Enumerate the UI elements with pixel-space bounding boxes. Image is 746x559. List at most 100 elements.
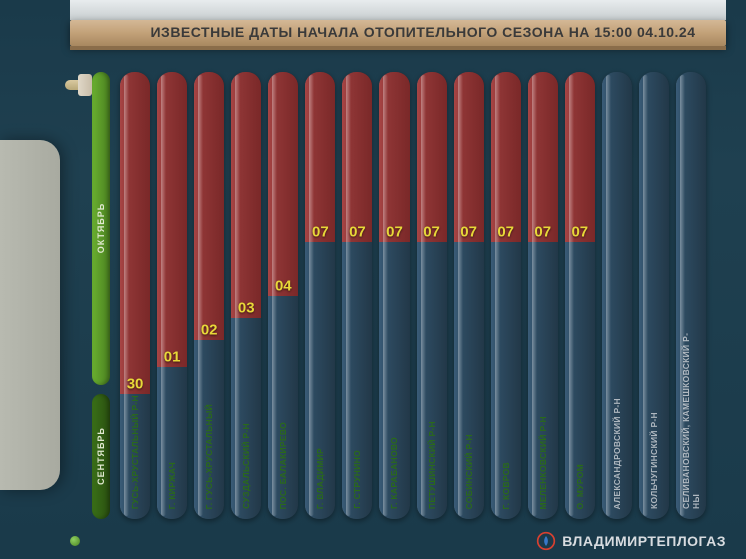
- red-fill: [379, 72, 409, 242]
- chart-column: 03СУЗДАЛЬСКИЙ Р-Н: [231, 72, 261, 519]
- location-label-wrap: Г. КОВРОВ: [491, 329, 521, 509]
- chart-column: СЕЛИВАНОВСКИЙ, КАМЕШКОВСКИЙ Р-НЫ: [676, 72, 706, 519]
- chart-column: 07 О. МУРОМ: [565, 72, 595, 519]
- radiator-tube: СЕЛИВАНОВСКИЙ, КАМЕШКОВСКИЙ Р-НЫ: [676, 72, 706, 519]
- location-label: Г. ВЛАДИМИР: [315, 448, 325, 509]
- brand-text: ВЛАДИМИРТЕПЛОГАЗ: [562, 533, 726, 549]
- month-september-label: СЕНТЯБРЬ: [96, 428, 106, 486]
- radiator-tube: 03СУЗДАЛЬСКИЙ Р-Н: [231, 72, 261, 519]
- chart-column: 07 ПЕТУШИНСКИЙ Р-Н: [417, 72, 447, 519]
- location-label-wrap: МЕЛЕНКОВСКИЙ Р-Н: [528, 329, 558, 509]
- red-fill: [528, 72, 558, 242]
- value-label: 07: [386, 223, 403, 240]
- location-label-wrap: СОБИНСКИЙ Р-Н: [454, 329, 484, 509]
- chart-column: 04 ПОС. БАЛАКИРЕВО: [268, 72, 298, 519]
- red-fill: [305, 72, 335, 242]
- chart-column: 01Г. КИРЖАЧ: [157, 72, 187, 519]
- radiator-tube: 04 ПОС. БАЛАКИРЕВО: [268, 72, 298, 519]
- location-label: Г. ГУСЬ-ХРУСТАЛЬНЫЙ: [204, 404, 214, 509]
- red-fill: [157, 72, 187, 367]
- location-label-wrap: СУЗДАЛЬСКИЙ Р-Н: [231, 329, 261, 509]
- location-label: ГУСЬ-ХРУСТАЛЬНЫЙ Р-Н: [130, 395, 140, 509]
- chart-column: 07 Г. КАРАБАНОВО: [379, 72, 409, 519]
- radiator-tube: КОЛЬЧУГИНСКИЙ Р-Н: [639, 72, 669, 519]
- red-fill: [231, 72, 261, 318]
- value-label: 07: [497, 223, 514, 240]
- value-label: 01: [164, 348, 181, 365]
- red-fill: [194, 72, 224, 340]
- radiator-chart: ОКТЯБРЬ СЕНТЯБРЬ 30 ГУСЬ-ХРУСТАЛЬНЫЙ Р-Н 0…: [90, 72, 716, 519]
- location-label-wrap: ПОС. БАЛАКИРЕВО: [268, 329, 298, 509]
- radiator-tube: 07 СОБИНСКИЙ Р-Н: [454, 72, 484, 519]
- radiator-tube: 01Г. КИРЖАЧ: [157, 72, 187, 519]
- location-label-wrap: Г. КАРАБАНОВО: [379, 329, 409, 509]
- radiator-tube: АЛЕКСАНДРОВСКИЙ Р-Н: [602, 72, 632, 519]
- location-label-wrap: Г. ГУСЬ-ХРУСТАЛЬНЫЙ: [194, 329, 224, 509]
- location-label: Г. КАРАБАНОВО: [389, 437, 399, 509]
- location-label: ПОС. БАЛАКИРЕВО: [278, 422, 288, 509]
- month-october-label: ОКТЯБРЬ: [96, 203, 106, 254]
- location-label: СЕЛИВАНОВСКИЙ, КАМЕШКОВСКИЙ Р-НЫ: [681, 329, 701, 509]
- location-label: МЕЛЕНКОВСКИЙ Р-Н: [538, 416, 548, 509]
- chart-columns: 30 ГУСЬ-ХРУСТАЛЬНЫЙ Р-Н 01Г. КИРЖАЧ 02 Г. ГУ…: [120, 72, 706, 519]
- value-label: 07: [312, 223, 329, 240]
- value-label: 07: [349, 223, 366, 240]
- footer-bar: ВЛАДИМИРТЕПЛОГАЗ: [70, 531, 726, 551]
- flame-icon: [536, 531, 556, 551]
- red-fill: [454, 72, 484, 242]
- red-fill: [268, 72, 298, 296]
- radiator-tube: 07 Г. ВЛАДИМИР: [305, 72, 335, 519]
- value-label: 07: [571, 223, 588, 240]
- dot-icon: [70, 536, 80, 546]
- month-october: ОКТЯБРЬ: [92, 72, 110, 385]
- location-label: ПЕТУШИНСКИЙ Р-Н: [427, 421, 437, 509]
- chart-column: АЛЕКСАНДРОВСКИЙ Р-Н: [602, 72, 632, 519]
- radiator-tube: 07 Г. КОВРОВ: [491, 72, 521, 519]
- radiator-tube: 30 ГУСЬ-ХРУСТАЛЬНЫЙ Р-Н: [120, 72, 150, 519]
- value-label: 07: [534, 223, 551, 240]
- location-label-wrap: АЛЕКСАНДРОВСКИЙ Р-Н: [602, 329, 632, 509]
- location-label: СУЗДАЛЬСКИЙ Р-Н: [241, 423, 251, 509]
- chart-column: 07 СОБИНСКИЙ Р-Н: [454, 72, 484, 519]
- chart-column: 07 Г. ВЛАДИМИР: [305, 72, 335, 519]
- value-label: 02: [201, 321, 218, 338]
- location-label-wrap: КОЛЬЧУГИНСКИЙ Р-Н: [639, 329, 669, 509]
- radiator-tube: 07 Г. КАРАБАНОВО: [379, 72, 409, 519]
- value-label: 30: [127, 375, 144, 392]
- chart-column: 30 ГУСЬ-ХРУСТАЛЬНЫЙ Р-Н: [120, 72, 150, 519]
- chart-column: КОЛЬЧУГИНСКИЙ Р-Н: [639, 72, 669, 519]
- location-label: СОБИНСКИЙ Р-Н: [464, 434, 474, 509]
- chart-column: 02 Г. ГУСЬ-ХРУСТАЛЬНЫЙ: [194, 72, 224, 519]
- month-axis: ОКТЯБРЬ СЕНТЯБРЬ: [92, 72, 116, 519]
- chart-column: 07 Г. КОВРОВ: [491, 72, 521, 519]
- valve-icon: [78, 74, 92, 96]
- location-label-wrap: ПЕТУШИНСКИЙ Р-Н: [417, 329, 447, 509]
- sofa-edge: [0, 140, 60, 490]
- chart-column: 07 Г. СТРУНИНО: [342, 72, 372, 519]
- window-edge: [70, 0, 726, 20]
- value-label: 07: [460, 223, 477, 240]
- location-label: Г. СТРУНИНО: [352, 450, 362, 509]
- radiator-tube: 07 Г. СТРУНИНО: [342, 72, 372, 519]
- location-label-wrap: О. МУРОМ: [565, 329, 595, 509]
- red-fill: [342, 72, 372, 242]
- location-label-wrap: Г. СТРУНИНО: [342, 329, 372, 509]
- value-label: 04: [275, 277, 292, 294]
- radiator-tube: 02 Г. ГУСЬ-ХРУСТАЛЬНЫЙ: [194, 72, 224, 519]
- red-fill: [417, 72, 447, 242]
- location-label: АЛЕКСАНДРОВСКИЙ Р-Н: [612, 398, 622, 509]
- location-label-wrap: СЕЛИВАНОВСКИЙ, КАМЕШКОВСКИЙ Р-НЫ: [676, 329, 706, 509]
- month-september: СЕНТЯБРЬ: [92, 394, 110, 519]
- page-title: ИЗВЕСТНЫЕ ДАТЫ НАЧАЛА ОТОПИТЕЛЬНОГО СЕЗО…: [140, 24, 706, 40]
- brand-logo: ВЛАДИМИРТЕПЛОГАЗ: [536, 531, 726, 551]
- location-label: КОЛЬЧУГИНСКИЙ Р-Н: [649, 412, 659, 509]
- chart-column: 07 МЕЛЕНКОВСКИЙ Р-Н: [528, 72, 558, 519]
- location-label-wrap: ГУСЬ-ХРУСТАЛЬНЫЙ Р-Н: [120, 329, 150, 509]
- red-fill: [565, 72, 595, 242]
- value-label: 07: [423, 223, 440, 240]
- red-fill: [491, 72, 521, 242]
- location-label: О. МУРОМ: [575, 464, 585, 509]
- location-label-wrap: Г. ВЛАДИМИР: [305, 329, 335, 509]
- radiator-tube: 07 О. МУРОМ: [565, 72, 595, 519]
- location-label: Г. КОВРОВ: [501, 462, 511, 509]
